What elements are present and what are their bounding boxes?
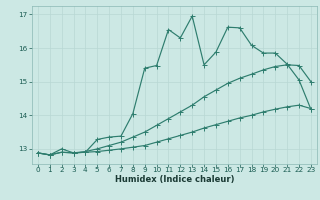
X-axis label: Humidex (Indice chaleur): Humidex (Indice chaleur) [115,175,234,184]
